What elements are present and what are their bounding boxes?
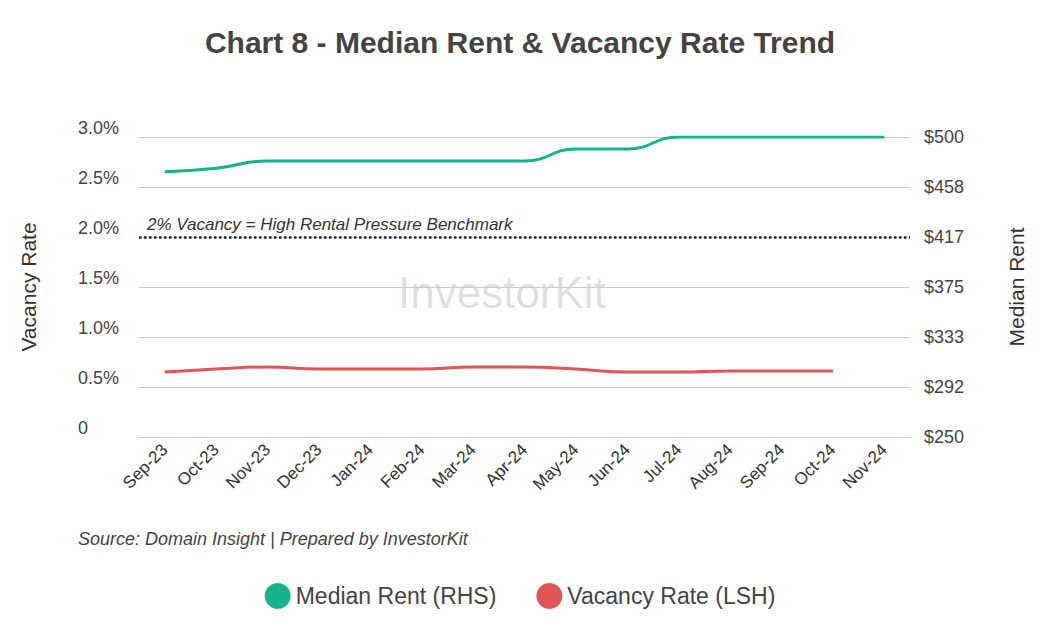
svg-text:$292: $292	[924, 377, 964, 397]
svg-text:0.5%: 0.5%	[78, 368, 119, 388]
svg-text:May-24: May-24	[529, 440, 582, 493]
svg-text:2.0%: 2.0%	[78, 218, 119, 238]
svg-text:Median Rent (RHS): Median Rent (RHS)	[296, 583, 497, 609]
svg-text:Jan-24: Jan-24	[327, 440, 377, 490]
svg-text:Aug-24: Aug-24	[685, 440, 737, 492]
svg-text:1.0%: 1.0%	[78, 318, 119, 338]
svg-text:Vacancy Rate: Vacancy Rate	[17, 222, 40, 351]
svg-text:Jul-24: Jul-24	[639, 440, 685, 486]
svg-text:$333: $333	[924, 327, 964, 347]
svg-text:$250: $250	[924, 427, 964, 447]
svg-text:Feb-24: Feb-24	[377, 440, 428, 491]
svg-text:2.5%: 2.5%	[78, 168, 119, 188]
svg-text:Mar-24: Mar-24	[428, 440, 479, 491]
svg-text:Median Rent: Median Rent	[1005, 227, 1028, 346]
svg-text:$417: $417	[924, 227, 964, 247]
svg-text:Oct-24: Oct-24	[790, 440, 839, 489]
svg-text:1.5%: 1.5%	[78, 268, 119, 288]
svg-text:$500: $500	[924, 127, 964, 147]
svg-text:Jun-24: Jun-24	[584, 440, 634, 490]
svg-text:Sep-23: Sep-23	[119, 440, 171, 492]
svg-text:$458: $458	[924, 177, 964, 197]
svg-text:2% Vacancy = High Rental Press: 2% Vacancy = High Rental Pressure Benchm…	[146, 215, 514, 234]
svg-text:Vacancy Rate (LSH): Vacancy Rate (LSH)	[567, 583, 775, 609]
svg-text:Nov-24: Nov-24	[839, 440, 891, 492]
svg-text:Oct-23: Oct-23	[173, 440, 222, 489]
svg-text:Apr-24: Apr-24	[482, 440, 531, 489]
svg-text:3.0%: 3.0%	[78, 118, 119, 138]
svg-text:$375: $375	[924, 277, 964, 297]
svg-text:Sep-24: Sep-24	[736, 440, 788, 492]
svg-text:0: 0	[78, 418, 88, 438]
svg-text:Nov-23: Nov-23	[222, 440, 274, 492]
svg-text:InvestorKit: InvestorKit	[398, 268, 606, 317]
svg-text:Source: Domain Insight | Prepa: Source: Domain Insight | Prepared by Inv…	[78, 529, 469, 549]
svg-text:Dec-23: Dec-23	[273, 440, 325, 492]
svg-text:Chart 8 - Median Rent & Vacanc: Chart 8 - Median Rent & Vacancy Rate Tre…	[205, 26, 835, 59]
